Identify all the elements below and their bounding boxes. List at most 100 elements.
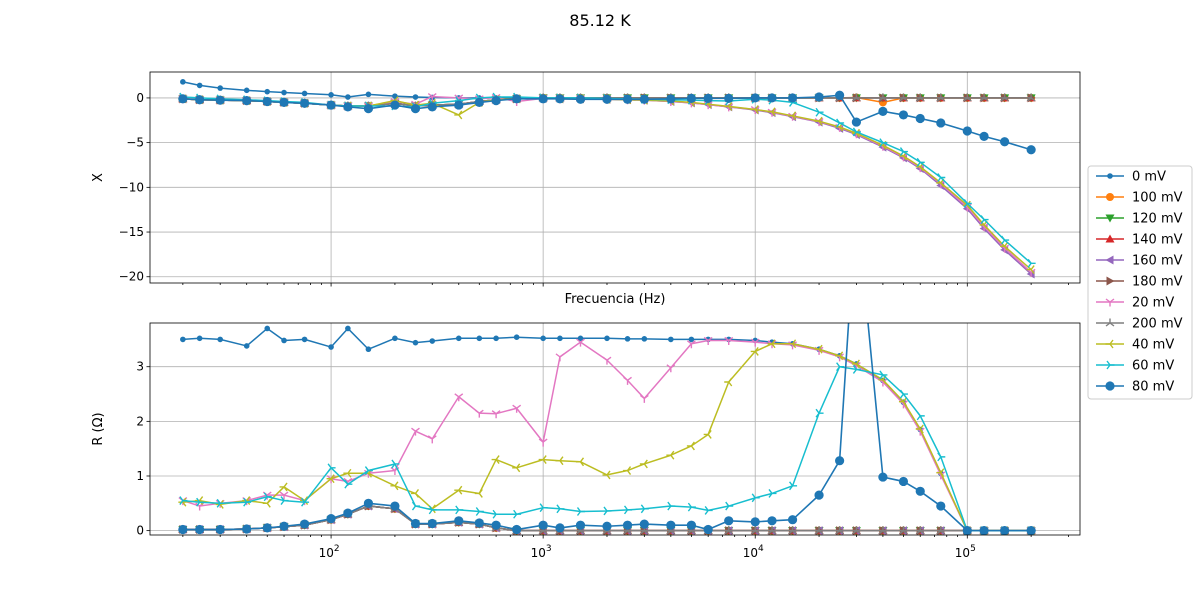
data-point-80-mv [936, 118, 946, 128]
data-point-40-mv [623, 466, 632, 475]
legend-label-0-mv: 0 mV [1132, 170, 1166, 185]
legend-label-160-mv: 160 mV [1132, 254, 1183, 269]
data-point-200-mv [1000, 93, 1010, 102]
data-point-80-mv [343, 102, 353, 112]
data-point-20-mv [555, 353, 565, 362]
data-point-20-mv [703, 336, 713, 345]
data-point-60-mv [196, 497, 205, 507]
data-point-80-mv [262, 96, 272, 107]
legend-marker-60-mv [1106, 360, 1115, 370]
data-point-80-mv [491, 520, 501, 530]
data-point-80-mv [622, 94, 633, 104]
data-point-80-mv [215, 95, 225, 105]
data-point-60-mv [916, 157, 925, 167]
data-point-40-mv [835, 351, 844, 361]
data-point-0-mv [455, 335, 462, 342]
legend-label-80-mv: 80 mV [1132, 380, 1174, 395]
data-point-200-mv [851, 93, 861, 102]
data-point-20-mv [538, 438, 548, 447]
data-point-40-mv [767, 107, 776, 117]
x-tick-exponent: 5 [970, 544, 976, 554]
legend-marker-0-mv [1107, 173, 1113, 179]
data-point-20-mv [427, 435, 437, 444]
data-point-20-mv [623, 376, 632, 385]
data-point-40-mv [262, 498, 271, 508]
data-point-200-mv [1026, 93, 1036, 102]
data-point-0-mv [345, 94, 351, 100]
data-point-60-mv [725, 501, 734, 511]
data-point-80-mv [936, 501, 946, 511]
y-tick-label: 2 [136, 414, 144, 428]
data-point-60-mv [836, 118, 845, 128]
data-point-60-mv [428, 505, 437, 515]
legend-marker-20-mv [1105, 298, 1115, 307]
legend-marker-140-mv [1105, 234, 1115, 243]
data-point-80-mv [538, 520, 548, 530]
data-point-80-mv [279, 97, 289, 107]
data-point-20-mv [427, 93, 437, 102]
data-point-60-mv [852, 365, 861, 374]
data-point-20-mv [491, 410, 501, 419]
data-point-20-mv [454, 393, 464, 402]
data-point-20-mv [639, 394, 649, 403]
data-point-40-mv [326, 474, 335, 484]
data-point-80-mv [639, 519, 649, 529]
data-point-80-mv [427, 518, 437, 529]
data-point-200-mv [915, 526, 925, 535]
data-point-80-mv [878, 472, 888, 482]
data-point-40-mv [750, 105, 759, 114]
data-point-60-mv [216, 498, 225, 508]
y-tick-label: 0 [136, 91, 144, 105]
series-layer [178, 79, 1036, 279]
data-point-200-mv [979, 93, 989, 102]
data-point-80-mv [242, 96, 252, 106]
data-point-20-mv [686, 340, 696, 349]
data-point-60-mv [179, 496, 188, 505]
data-point-80-mv [390, 501, 400, 511]
data-point-60-mv [492, 509, 501, 519]
data-point-40-mv [410, 489, 420, 498]
data-point-60-mv [768, 489, 777, 498]
data-point-80-mv [427, 102, 437, 112]
data-point-0-mv [301, 336, 308, 343]
data-point-80-mv [724, 516, 734, 526]
data-point-40-mv [454, 110, 463, 120]
data-point-80-mv [299, 98, 310, 108]
data-point-60-mv [916, 411, 925, 421]
legend-marker-80-mv [1105, 381, 1115, 391]
data-point-20-mv [750, 338, 760, 347]
data-point-0-mv [392, 93, 398, 99]
data-point-0-mv [557, 335, 563, 342]
data-point-60-mv [899, 389, 908, 399]
data-point-0-mv [624, 336, 631, 342]
data-point-0-mv [688, 336, 695, 343]
data-point-40-mv [767, 339, 776, 349]
data-point-80-mv [814, 92, 824, 102]
data-point-60-mv [667, 501, 676, 511]
legend: 0 mV 100 mV 120 mV 140 mV 160 mV 180 mV 20 mV 2… [1087, 165, 1193, 400]
data-point-80-mv [703, 524, 713, 535]
data-point-60-mv [623, 505, 633, 515]
data-point-60-mv [937, 173, 946, 182]
data-point-80-mv [262, 523, 272, 533]
data-point-80-mv [915, 113, 925, 124]
data-point-80-mv [512, 94, 522, 104]
data-point-80-mv [474, 518, 484, 528]
data-point-200-mv [878, 93, 888, 102]
data-point-80-mv [512, 524, 522, 535]
data-point-0-mv [328, 344, 334, 350]
data-point-60-mv [576, 507, 585, 516]
data-point-20-mv [512, 404, 522, 413]
data-point-0-mv [604, 335, 610, 342]
data-point-0-mv [668, 336, 674, 343]
data-point-80-mv [724, 93, 734, 103]
data-point-40-mv [851, 359, 860, 369]
data-point-20-mv [576, 338, 585, 347]
data-point-40-mv [936, 468, 945, 478]
data-point-40-mv [686, 441, 695, 451]
data-point-40-mv [555, 456, 564, 466]
data-point-60-mv [263, 492, 272, 502]
data-point-0-mv [328, 91, 334, 98]
data-point-80-mv [1000, 526, 1010, 535]
